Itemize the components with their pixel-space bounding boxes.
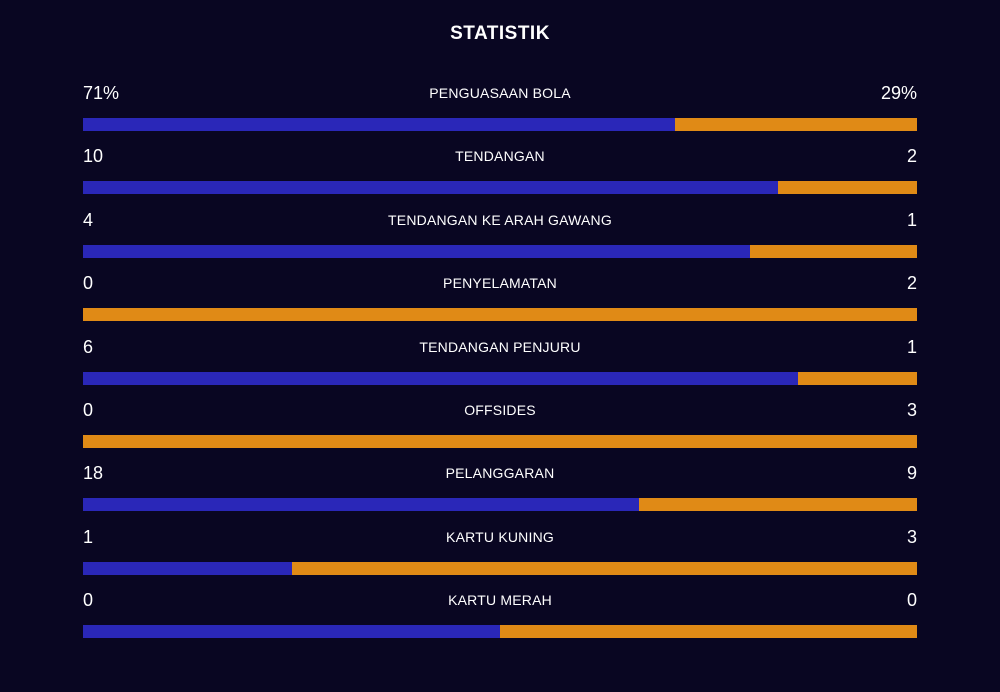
home-bar-fill [83, 498, 640, 512]
stat-label: KARTU KUNING [446, 528, 554, 545]
home-value: 71% [83, 83, 120, 103]
comparison-bar [83, 244, 917, 258]
home-value: 1 [83, 526, 94, 547]
home-value: 10 [83, 146, 104, 167]
away-bar-fill [750, 244, 917, 258]
home-value: 6 [83, 336, 94, 357]
home-bar-fill [83, 118, 676, 131]
home-value: 0 [83, 273, 94, 294]
away-value: 1 [906, 336, 917, 357]
stat-label: PENYELAMATAN [443, 275, 557, 292]
stat-row: KARTU MERAH 0 0 [83, 587, 917, 650]
comparison-bar [83, 308, 917, 322]
home-bar-fill [83, 244, 751, 258]
stat-row: TENDANGAN KE ARAH GAWANG 4 1 [83, 207, 917, 270]
home-bar-fill [83, 561, 292, 575]
comparison-bar [83, 118, 917, 131]
home-value: 0 [83, 399, 94, 420]
stat-label: TENDANGAN [455, 148, 545, 165]
stat-header: PENYELAMATAN 0 2 [83, 270, 917, 296]
stat-header: KARTU MERAH 0 0 [83, 587, 917, 613]
stat-label: PENGUASAAN BOLA [429, 85, 571, 101]
away-value: 2 [906, 273, 917, 294]
home-value: 0 [83, 590, 94, 611]
stat-label: TENDANGAN PENJURU [419, 338, 581, 355]
stat-header: TENDANGAN KE ARAH GAWANG 4 1 [83, 207, 917, 233]
comparison-bar [83, 181, 917, 195]
stat-label: TENDANGAN KE ARAH GAWANG [388, 211, 612, 228]
away-bar-fill [639, 498, 917, 512]
away-value: 3 [906, 526, 917, 547]
comparison-bar [83, 371, 917, 385]
comparison-bar [83, 561, 917, 575]
stat-row: PENGUASAAN BOLA 71% 29% [83, 80, 917, 143]
statistics-title: STATISTIK [450, 23, 550, 44]
stat-label: KARTU MERAH [448, 592, 552, 609]
stat-row: PELANGGARAN 18 9 [83, 460, 917, 523]
away-value: 0 [906, 590, 917, 611]
home-bar-fill [83, 181, 778, 195]
stat-header: KARTU KUNING 1 3 [83, 524, 917, 550]
away-value: 2 [906, 146, 917, 167]
home-value: 18 [83, 463, 104, 484]
stat-header: PELANGGARAN 18 9 [83, 460, 917, 486]
away-bar-fill [291, 561, 917, 575]
away-bar-fill [675, 118, 917, 131]
stat-header: TENDANGAN 10 2 [83, 143, 917, 169]
away-bar-fill [83, 308, 917, 322]
away-bar-fill [777, 181, 917, 195]
away-value: 3 [906, 399, 917, 420]
stat-row: KARTU KUNING 1 3 [83, 524, 917, 587]
away-value: 1 [906, 209, 917, 230]
stat-header: TENDANGAN PENJURU 6 1 [83, 334, 917, 360]
stat-row: PENYELAMATAN 0 2 [83, 270, 917, 333]
home-bar-fill [83, 625, 500, 639]
comparison-bar [83, 625, 917, 639]
away-value: 9 [906, 463, 917, 484]
away-bar-fill [500, 625, 917, 639]
stats-list: PENGUASAAN BOLA 71% 29% TENDANGAN 10 2 TENDANG… [83, 80, 917, 651]
away-value: 29% [880, 83, 917, 103]
stat-header: OFFSIDES 0 3 [83, 397, 917, 423]
stat-header: PENGUASAAN BOLA 71% 29% [83, 80, 917, 106]
stat-row: TENDANGAN 10 2 [83, 143, 917, 206]
away-bar-fill [797, 371, 917, 385]
stat-label: OFFSIDES [464, 401, 536, 418]
away-bar-fill [83, 434, 917, 448]
comparison-bar [83, 434, 917, 448]
home-value: 4 [83, 209, 94, 230]
stat-row: TENDANGAN PENJURU 6 1 [83, 334, 917, 397]
comparison-bar [83, 498, 917, 512]
home-bar-fill [83, 371, 798, 385]
stat-label: PELANGGARAN [445, 465, 555, 482]
stat-row: OFFSIDES 0 3 [83, 397, 917, 460]
